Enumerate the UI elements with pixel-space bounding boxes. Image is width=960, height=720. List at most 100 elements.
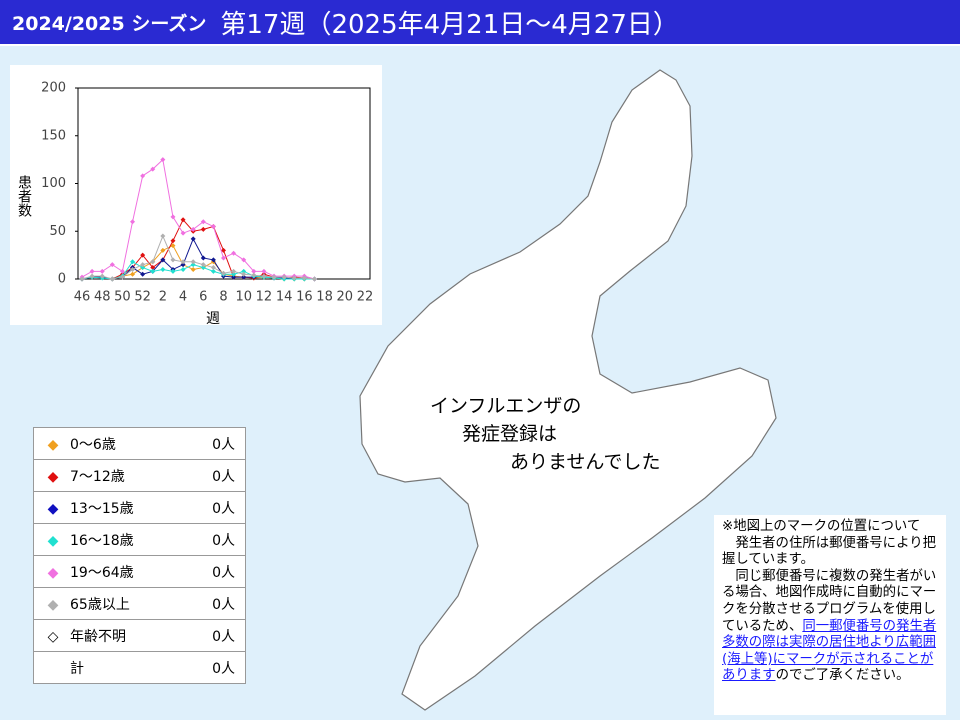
- y-tick-label: 0: [58, 272, 66, 287]
- point: [150, 166, 156, 172]
- point: [210, 265, 216, 271]
- point: [200, 265, 206, 271]
- legend-cell: ◆ 0～6歳: [33, 427, 176, 460]
- point: [241, 274, 247, 280]
- message-line: 発症登録は: [462, 423, 557, 445]
- legend-cell: ◆ 65歳以上: [33, 587, 176, 620]
- point: [109, 276, 115, 282]
- point: [170, 214, 176, 220]
- point: [180, 230, 186, 236]
- legend-label: 0～6歳: [70, 436, 116, 453]
- x-tick-label: 2: [159, 290, 167, 305]
- note-heading: ※地図上のマークの位置について: [722, 519, 921, 534]
- point: [160, 266, 166, 272]
- point: [150, 265, 156, 271]
- point: [160, 233, 166, 239]
- point: [200, 226, 206, 232]
- legend-cell: ◆ 7～12歳: [33, 459, 176, 492]
- note-text: 同じ郵便番号に複数の発生者がいる場合、地図作成時に自動的にマークを分散させるプロ…: [722, 569, 938, 685]
- point: [200, 219, 206, 225]
- point: [190, 226, 196, 232]
- y-tick-label: 50: [49, 224, 66, 239]
- point: [130, 259, 136, 265]
- point: [190, 236, 196, 242]
- point: [190, 259, 196, 265]
- point: [221, 247, 226, 253]
- point: [140, 252, 146, 258]
- note: ※地図上のマークの位置について 発生者の住所は郵便番号により把握しています。 同…: [714, 515, 946, 715]
- note-text: 発生者の住所は郵便番号により把握しています。: [722, 535, 936, 568]
- legend-label: 7～12歳: [70, 468, 125, 485]
- legend-row: ◆ 0～6歳 0人: [33, 427, 246, 460]
- point: [140, 271, 146, 277]
- legend-table: ◆ 0～6歳 0人 ◆ 7～12歳 0人 ◆ 13～15歳 0人 ◆ 16～18歳 0人 ◆ 19～64歳…: [33, 427, 246, 684]
- legend-cell: 計: [33, 651, 176, 684]
- legend-label: 13～15歳: [70, 500, 134, 517]
- legend-marker: ◆: [47, 564, 59, 581]
- week-title: 第17週（2025年4月21日～4月27日）: [220, 9, 679, 40]
- point: [210, 268, 216, 274]
- point: [170, 243, 176, 249]
- y-tick-label: 200: [41, 81, 66, 96]
- point: [301, 275, 307, 281]
- legend-marker: ◆: [47, 532, 59, 549]
- x-tick-label: 52: [134, 290, 151, 305]
- legend-row: ◆ 19～64歳 0人: [33, 555, 246, 588]
- x-tick-label: 22: [357, 290, 374, 305]
- note-link[interactable]: 同一郵便番号の発生者多数の際は実際の居住地より広範囲(海上等)にマークが示される…: [722, 618, 937, 684]
- x-tick-label: 18: [316, 290, 333, 305]
- island: [359, 69, 777, 711]
- legend-count: 0人: [176, 491, 246, 524]
- legend-row: 計 0人: [33, 651, 246, 684]
- message-line: ありませんでした: [510, 451, 660, 473]
- point: [119, 274, 125, 280]
- point: [210, 257, 216, 263]
- legend-cell: ◆ 13～15歳: [33, 491, 176, 524]
- point: [231, 268, 237, 274]
- legend-marker: ◆: [47, 596, 59, 613]
- legend-cell: ◆ 16～18歳: [33, 523, 176, 556]
- point: [140, 265, 146, 271]
- y-axis-label: 患者数: [16, 175, 32, 217]
- legend-label: 年齢不明: [70, 628, 126, 645]
- point: [221, 270, 226, 276]
- point: [200, 262, 206, 268]
- legend-marker: ◆: [47, 436, 59, 453]
- x-tick-label: 46: [74, 290, 91, 305]
- point: [119, 268, 125, 274]
- point: [231, 271, 237, 277]
- point: [170, 268, 176, 274]
- series-line: [81, 234, 315, 280]
- point: [160, 157, 166, 163]
- x-tick-label: 14: [276, 290, 293, 305]
- point: [200, 255, 206, 261]
- legend-row: ◆ 7～12歳 0人: [33, 459, 246, 492]
- point: [99, 268, 105, 274]
- point: [130, 266, 136, 272]
- point: [190, 262, 196, 268]
- legend-row: ◇ 年齢不明 0人: [33, 619, 246, 652]
- legend-label: 19～64歳: [70, 564, 134, 581]
- x-tick-label: 4: [179, 290, 187, 305]
- point: [79, 276, 85, 282]
- legend-cell: ◇ 年齢不明: [33, 619, 176, 652]
- x-tick-label: 48: [94, 290, 111, 305]
- point: [140, 173, 146, 179]
- point: [160, 247, 166, 253]
- point: [271, 274, 277, 280]
- map: インフルエンザの 発症登録は ありませんでした: [359, 69, 777, 711]
- legend-count: 0人: [176, 619, 246, 652]
- point: [140, 262, 146, 268]
- point: [99, 273, 105, 279]
- point: [251, 268, 257, 274]
- point: [210, 223, 216, 229]
- point: [311, 276, 317, 282]
- point: [261, 273, 267, 279]
- point: [109, 262, 115, 268]
- point: [160, 257, 166, 263]
- legend-row: ◆ 16～18歳 0人: [33, 523, 246, 556]
- header: 2024/2025 シーズン 第17週（2025年4月21日～4月27日）: [0, 0, 960, 46]
- y-tick-label: 150: [41, 128, 66, 143]
